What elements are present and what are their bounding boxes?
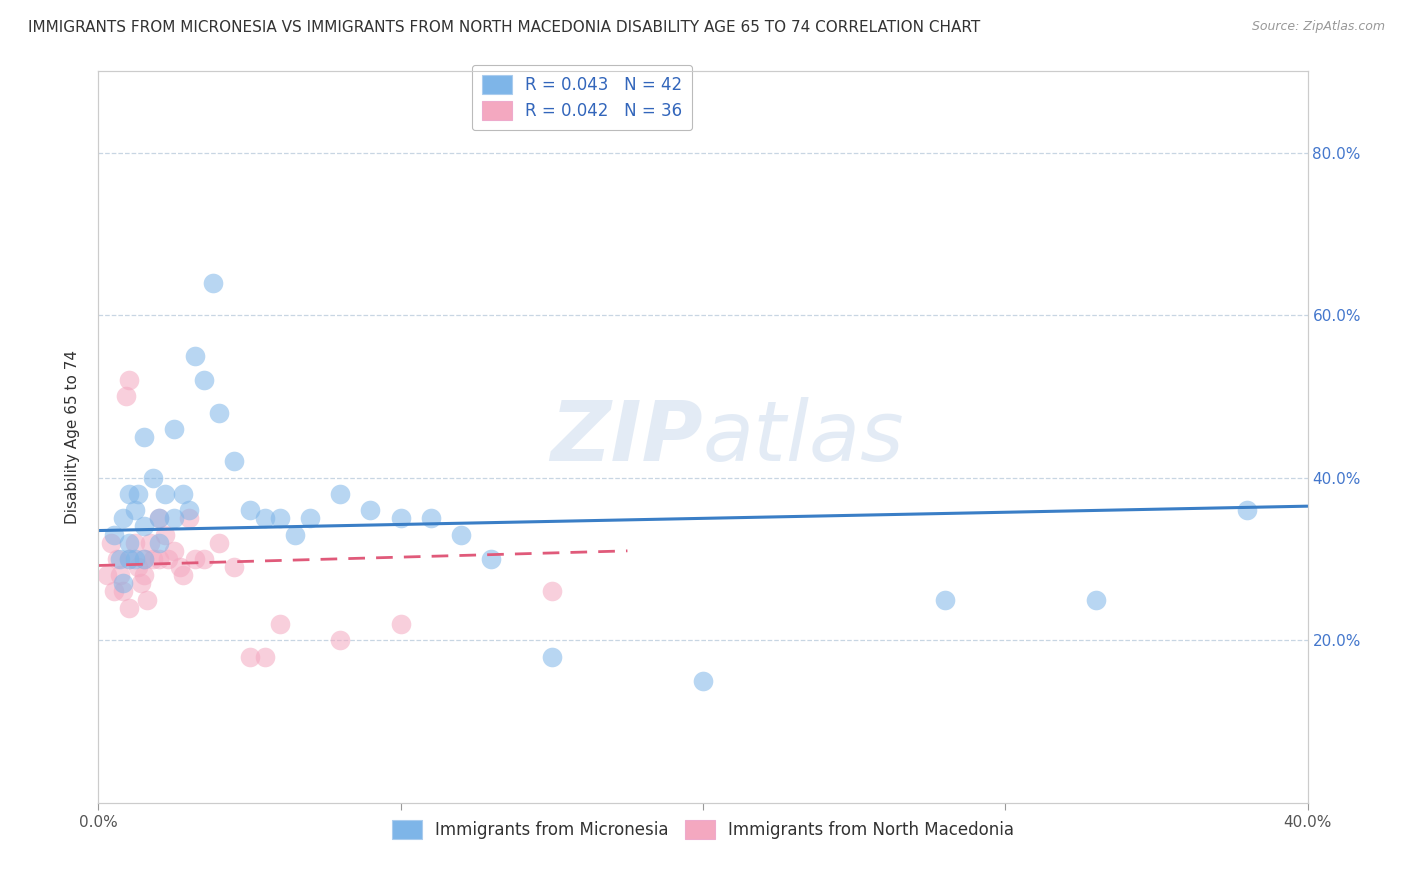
Point <box>118 487 141 501</box>
Point <box>105 552 128 566</box>
Point <box>172 568 194 582</box>
Point <box>142 552 165 566</box>
Point <box>124 552 146 566</box>
Point <box>360 503 382 517</box>
Point <box>139 535 162 549</box>
Point <box>156 552 179 566</box>
Point <box>420 511 443 525</box>
Y-axis label: Disability Age 65 to 74: Disability Age 65 to 74 <box>65 350 80 524</box>
Point <box>481 552 503 566</box>
Point <box>132 552 155 566</box>
Point <box>224 560 246 574</box>
Point <box>111 576 134 591</box>
Point <box>1085 592 1108 607</box>
Point <box>450 527 472 541</box>
Point <box>284 527 307 541</box>
Point <box>269 511 291 525</box>
Point <box>163 544 186 558</box>
Point <box>118 535 141 549</box>
Point <box>100 535 122 549</box>
Point <box>118 552 141 566</box>
Point <box>132 552 155 566</box>
Point <box>111 584 134 599</box>
Point <box>129 576 152 591</box>
Point <box>299 511 322 525</box>
Point <box>108 552 131 566</box>
Point <box>540 584 562 599</box>
Text: ZIP: ZIP <box>550 397 703 477</box>
Point <box>692 673 714 688</box>
Text: atlas: atlas <box>703 397 904 477</box>
Point <box>208 535 231 549</box>
Point <box>1236 503 1258 517</box>
Point <box>224 454 246 468</box>
Point <box>153 487 176 501</box>
Point <box>108 568 131 582</box>
Point <box>132 519 155 533</box>
Point <box>269 617 291 632</box>
Point <box>253 511 276 525</box>
Point <box>132 568 155 582</box>
Point <box>96 568 118 582</box>
Point <box>184 552 207 566</box>
Point <box>148 511 170 525</box>
Point <box>135 592 157 607</box>
Point <box>118 373 141 387</box>
Point <box>153 527 176 541</box>
Point <box>124 503 146 517</box>
Point <box>179 511 201 525</box>
Point <box>132 430 155 444</box>
Point <box>329 487 352 501</box>
Point <box>239 649 262 664</box>
Point <box>148 552 170 566</box>
Point <box>193 552 215 566</box>
Point <box>253 649 276 664</box>
Point <box>389 511 412 525</box>
Point <box>184 349 207 363</box>
Point <box>163 511 186 525</box>
Point <box>142 471 165 485</box>
Point <box>934 592 956 607</box>
Point <box>103 527 125 541</box>
Point <box>111 511 134 525</box>
Point <box>114 389 136 403</box>
Point <box>103 584 125 599</box>
Point <box>202 276 225 290</box>
Point <box>118 600 141 615</box>
Point <box>172 487 194 501</box>
Point <box>127 487 149 501</box>
Point <box>148 511 170 525</box>
Point <box>148 535 170 549</box>
Point <box>169 560 191 574</box>
Point <box>118 552 141 566</box>
Point <box>193 373 215 387</box>
Point <box>329 633 352 648</box>
Text: Source: ZipAtlas.com: Source: ZipAtlas.com <box>1251 20 1385 33</box>
Text: IMMIGRANTS FROM MICRONESIA VS IMMIGRANTS FROM NORTH MACEDONIA DISABILITY AGE 65 : IMMIGRANTS FROM MICRONESIA VS IMMIGRANTS… <box>28 20 980 35</box>
Point <box>208 406 231 420</box>
Legend: Immigrants from Micronesia, Immigrants from North Macedonia: Immigrants from Micronesia, Immigrants f… <box>385 814 1021 846</box>
Point <box>239 503 262 517</box>
Point <box>389 617 412 632</box>
Point <box>127 560 149 574</box>
Point <box>540 649 562 664</box>
Point <box>163 422 186 436</box>
Point <box>124 535 146 549</box>
Point <box>179 503 201 517</box>
